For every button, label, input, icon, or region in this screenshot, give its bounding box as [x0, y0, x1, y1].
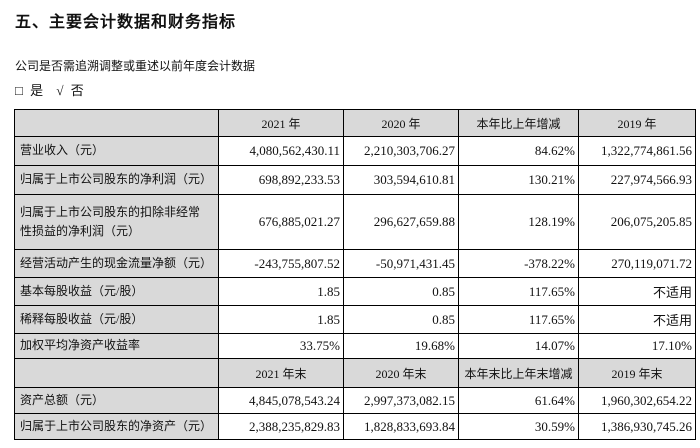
- value-2021: -243,755,807.52: [218, 249, 344, 278]
- value-2019: 17.10%: [578, 333, 696, 359]
- col-header-2021: 2021 年: [218, 109, 344, 137]
- value-2019: 不适用: [578, 305, 696, 334]
- col-header-2021-yearend: 2021 年末: [218, 358, 344, 388]
- value-change: 130.21%: [458, 165, 579, 195]
- page-title: 五、主要会计数据和财务指标: [15, 14, 237, 31]
- value-2021: 4,845,078,543.24: [218, 387, 344, 414]
- col-header-2020-yearend: 2020 年末: [343, 358, 459, 388]
- value-change: 117.65%: [458, 277, 579, 306]
- col-header-yearend-change: 本年末比上年末增减: [458, 358, 579, 388]
- value-change: 61.64%: [458, 387, 579, 414]
- table-row-net-profit-excl-nonrecurring: 归属于上市公司股东的扣除非经常性损益的净利润（元） 676,885,021.27…: [14, 194, 696, 250]
- value-2020: -50,971,431.45: [343, 249, 459, 278]
- value-change: 14.07%: [458, 333, 579, 359]
- value-2020: 0.85: [343, 305, 459, 334]
- row-label: 稀释每股收益（元/股）: [14, 305, 219, 334]
- table-row-net-assets: 归属于上市公司股东的净资产（元） 2,388,235,829.83 1,828,…: [14, 413, 696, 440]
- value-2021: 2,388,235,829.83: [218, 413, 344, 440]
- row-label: 归属于上市公司股东的净资产（元）: [14, 413, 219, 440]
- value-2019: 206,075,205.85: [578, 194, 696, 250]
- col-header-2019-yearend: 2019 年末: [578, 358, 696, 388]
- no-label: 否: [70, 83, 84, 98]
- value-change: -378.22%: [458, 249, 579, 278]
- value-2021: 1.85: [218, 277, 344, 306]
- yearend-header-row: 2021 年末 2020 年末 本年末比上年末增减 2019 年末: [14, 358, 696, 388]
- corner-cell: [14, 109, 219, 137]
- value-2021: 676,885,021.27: [218, 194, 344, 250]
- value-2019: 270,119,071.72: [578, 249, 696, 278]
- row-label: 归属于上市公司股东的净利润（元）: [14, 165, 219, 195]
- value-2020: 2,997,373,082.15: [343, 387, 459, 414]
- value-change: 128.19%: [458, 194, 579, 250]
- value-change: 117.65%: [458, 305, 579, 334]
- value-change: 30.59%: [458, 413, 579, 440]
- table-row-operating-cash-flow: 经营活动产生的现金流量净额（元） -243,755,807.52 -50,971…: [14, 249, 696, 278]
- table-row-weighted-avg-roe: 加权平均净资产收益率 33.75% 19.68% 14.07% 17.10%: [14, 333, 696, 359]
- table-row-diluted-eps: 稀释每股收益（元/股） 1.85 0.85 117.65% 不适用: [14, 305, 696, 334]
- row-label: 经营活动产生的现金流量净额（元）: [14, 249, 219, 278]
- value-2019: 不适用: [578, 277, 696, 306]
- value-2019: 227,974,566.93: [578, 165, 696, 195]
- value-2021: 1.85: [218, 305, 344, 334]
- table-row-basic-eps: 基本每股收益（元/股） 1.85 0.85 117.65% 不适用: [14, 277, 696, 306]
- table-row-net-profit: 归属于上市公司股东的净利润（元） 698,892,233.53 303,594,…: [14, 165, 696, 195]
- value-change: 84.62%: [458, 136, 579, 166]
- value-2020: 19.68%: [343, 333, 459, 359]
- value-2021: 4,080,562,430.11: [218, 136, 344, 166]
- value-2020: 1,828,833,693.84: [343, 413, 459, 440]
- col-header-yoy-change: 本年比上年增减: [458, 109, 579, 137]
- financial-indicators-table: 2021 年 2020 年 本年比上年增减 2019 年 营业收入（元） 4,0…: [14, 109, 696, 440]
- value-2020: 303,594,610.81: [343, 165, 459, 195]
- table-row-total-assets: 资产总额（元） 4,845,078,543.24 2,997,373,082.1…: [14, 387, 696, 414]
- table-row-revenue: 营业收入（元） 4,080,562,430.11 2,210,303,706.2…: [14, 136, 696, 166]
- col-header-2020: 2020 年: [343, 109, 459, 137]
- value-2019: 1,386,930,745.26: [578, 413, 696, 440]
- col-header-2019: 2019 年: [578, 109, 696, 137]
- restatement-question: 公司是否需追溯调整或重述以前年度会计数据: [15, 59, 256, 73]
- restatement-answer-line: □ 是 √ 否: [15, 83, 695, 99]
- corner-cell: [14, 358, 219, 388]
- value-2020: 0.85: [343, 277, 459, 306]
- yes-checkbox-icon: □: [15, 83, 23, 98]
- value-2020: 2,210,303,706.27: [343, 136, 459, 166]
- value-2019: 1,322,774,861.56: [578, 136, 696, 166]
- no-checkmark-icon: √: [56, 83, 64, 98]
- yes-label: 是: [30, 83, 44, 98]
- row-label: 加权平均净资产收益率: [14, 333, 219, 359]
- row-label: 基本每股收益（元/股）: [14, 277, 219, 306]
- annual-header-row: 2021 年 2020 年 本年比上年增减 2019 年: [14, 109, 696, 137]
- value-2020: 296,627,659.88: [343, 194, 459, 250]
- value-2019: 1,960,302,654.22: [578, 387, 696, 414]
- value-2021: 698,892,233.53: [218, 165, 344, 195]
- row-label: 资产总额（元）: [14, 387, 219, 414]
- row-label: 营业收入（元）: [14, 136, 219, 166]
- value-2021: 33.75%: [218, 333, 344, 359]
- row-label: 归属于上市公司股东的扣除非经常性损益的净利润（元）: [14, 194, 219, 250]
